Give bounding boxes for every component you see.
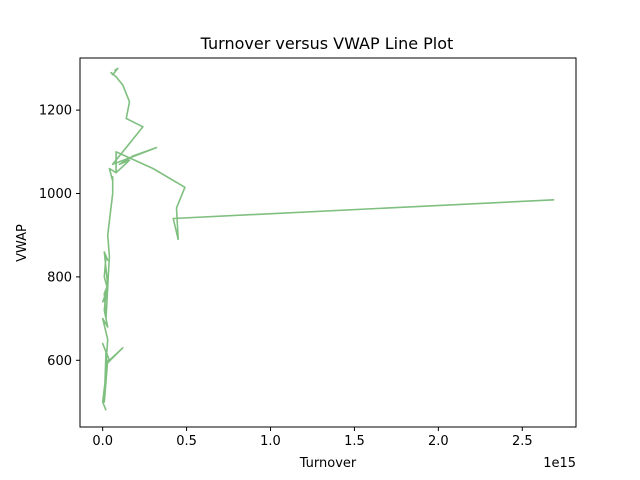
chart-title: Turnover versus VWAP Line Plot (200, 34, 454, 53)
axes-frame (79, 57, 577, 428)
y-axis-title: VWAP (15, 224, 30, 262)
series-line-1 (110, 67, 158, 174)
y-axis: 600 800 1000 1200 (39, 104, 80, 369)
x-tick-label: 0.5 (176, 434, 197, 449)
y-tick-label: 800 (47, 270, 72, 285)
plot-area (101, 67, 555, 411)
x-axis: 0.0 0.5 1.0 1.5 2.0 2.5 (92, 427, 533, 449)
x-tick-label: 2.0 (428, 434, 449, 449)
y-tick-label: 1200 (39, 104, 72, 119)
x-tick-label: 0.0 (92, 434, 113, 449)
x-tick-label: 1.0 (260, 434, 281, 449)
series-line-0 (101, 151, 555, 411)
y-tick-label: 1000 (39, 187, 72, 202)
x-tick-label: 1.5 (344, 434, 365, 449)
x-axis-title: Turnover (299, 456, 357, 471)
x-axis-offset-label: 1e15 (543, 456, 576, 471)
y-tick-label: 600 (47, 354, 72, 369)
x-tick-label: 2.5 (512, 434, 533, 449)
